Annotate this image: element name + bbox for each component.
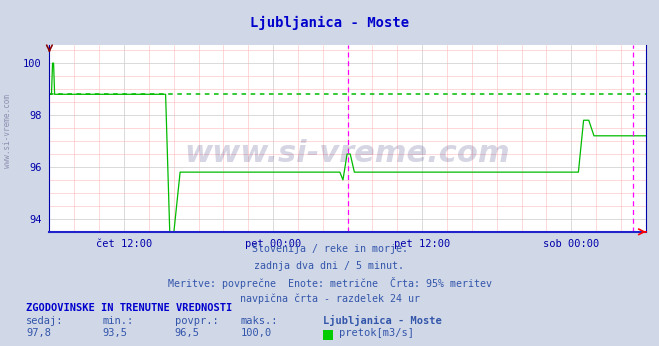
Text: 97,8: 97,8 (26, 328, 51, 338)
Text: Ljubljanica - Moste: Ljubljanica - Moste (323, 315, 442, 326)
Text: maks.:: maks.: (241, 316, 278, 326)
Text: 93,5: 93,5 (102, 328, 127, 338)
Text: Meritve: povprečne  Enote: metrične  Črta: 95% meritev: Meritve: povprečne Enote: metrične Črta:… (167, 277, 492, 289)
Text: min.:: min.: (102, 316, 133, 326)
Text: povpr.:: povpr.: (175, 316, 218, 326)
Text: ZGODOVINSKE IN TRENUTNE VREDNOSTI: ZGODOVINSKE IN TRENUTNE VREDNOSTI (26, 303, 233, 313)
Text: sedaj:: sedaj: (26, 316, 64, 326)
Text: Ljubljanica - Moste: Ljubljanica - Moste (250, 16, 409, 29)
Text: zadnja dva dni / 5 minut.: zadnja dva dni / 5 minut. (254, 261, 405, 271)
Text: pretok[m3/s]: pretok[m3/s] (339, 328, 415, 338)
Text: Slovenija / reke in morje.: Slovenija / reke in morje. (252, 244, 407, 254)
Text: navpična črta - razdelek 24 ur: navpična črta - razdelek 24 ur (239, 294, 420, 304)
Text: www.si-vreme.com: www.si-vreme.com (3, 94, 13, 169)
Text: 96,5: 96,5 (175, 328, 200, 338)
Text: www.si-vreme.com: www.si-vreme.com (185, 139, 511, 168)
Text: 100,0: 100,0 (241, 328, 272, 338)
